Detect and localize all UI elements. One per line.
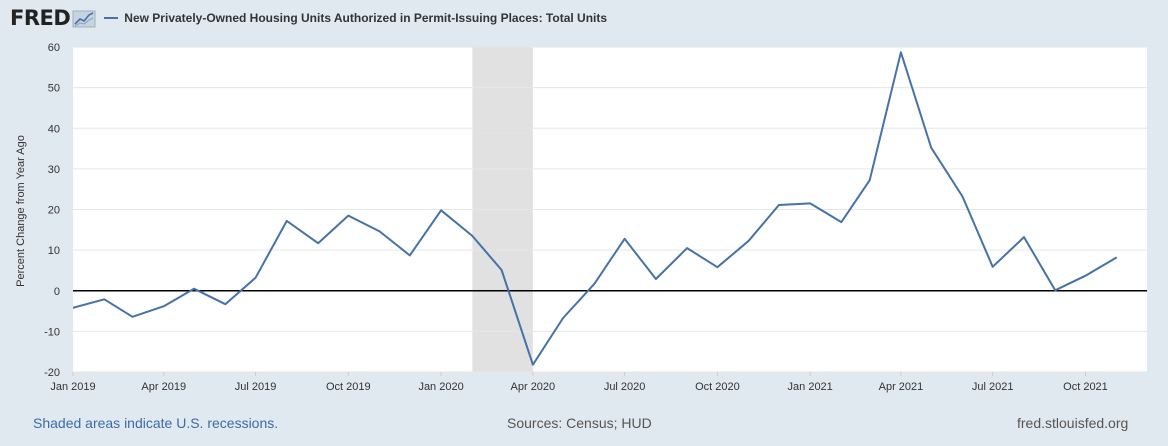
x-tick-label: Oct 2021 [1063, 381, 1108, 393]
data-point[interactable] [653, 276, 659, 282]
data-point[interactable] [591, 281, 597, 287]
data-point[interactable] [1114, 254, 1120, 260]
data-point[interactable] [867, 177, 873, 183]
data-point[interactable] [191, 286, 197, 292]
data-point[interactable] [161, 303, 167, 309]
data-point[interactable] [253, 275, 259, 281]
x-tick-label: Jan 2021 [788, 381, 833, 393]
y-tick-label: 30 [48, 164, 60, 176]
x-tick-label: Oct 2019 [326, 381, 371, 393]
x-tick-label: Apr 2021 [879, 381, 924, 393]
data-point[interactable] [469, 233, 475, 239]
x-tick-label: Oct 2020 [695, 381, 740, 393]
data-point[interactable] [315, 240, 321, 246]
y-axis-label: Percent Change from Year Ago [15, 135, 27, 287]
data-point[interactable] [714, 264, 720, 270]
data-point[interactable] [1082, 273, 1088, 279]
x-tick-label: Jul 2020 [604, 381, 646, 393]
data-point[interactable] [622, 236, 628, 242]
recession-note-link[interactable]: Shaded areas indicate U.S. recessions. [33, 415, 279, 431]
data-point[interactable] [70, 305, 76, 311]
data-point[interactable] [928, 145, 934, 151]
fred-logo-chart-icon [72, 10, 96, 28]
data-point[interactable] [530, 362, 536, 368]
x-tick-label: Jul 2019 [235, 381, 277, 393]
data-point[interactable] [101, 296, 107, 302]
data-point[interactable] [990, 264, 996, 270]
data-point[interactable] [377, 228, 383, 234]
data-point[interactable] [959, 194, 965, 200]
line-chart: -20 -10 0 10 20 30 40 50 60 Jan 2019 Apr 2019 Jul … [15, 42, 1147, 393]
data-point[interactable] [684, 245, 690, 251]
data-point[interactable] [838, 219, 844, 225]
data-point[interactable] [407, 252, 413, 258]
y-tick-label: 40 [48, 123, 60, 135]
y-tick-label: 0 [54, 286, 60, 298]
x-tick-label: Apr 2019 [141, 381, 186, 393]
y-tick-label: 60 [48, 42, 60, 54]
y-tick-label: 50 [48, 83, 60, 95]
x-tick-label: Jan 2020 [418, 381, 463, 393]
series-line[interactable] [42, 51, 1118, 366]
data-point[interactable] [1021, 234, 1027, 240]
sources-text: Sources: Census; HUD [507, 415, 652, 431]
data-point[interactable] [345, 213, 351, 219]
chart-header: FRED New Privately-Owned Housing Units A… [10, 6, 607, 30]
y-tick-label: 10 [48, 245, 60, 257]
y-tick-label: -10 [44, 326, 60, 338]
fred-logo[interactable]: FRED [10, 6, 71, 30]
data-point[interactable] [898, 49, 904, 55]
data-point[interactable] [129, 314, 135, 320]
data-point[interactable] [560, 315, 566, 321]
data-point[interactable] [222, 301, 228, 307]
x-tick-label: Apr 2020 [511, 381, 556, 393]
y-tick-label: -20 [44, 367, 60, 379]
data-point[interactable] [807, 200, 813, 206]
x-tick-label: Jan 2019 [50, 381, 95, 393]
y-tick-label: 20 [48, 205, 60, 217]
legend-series-title[interactable]: New Privately-Owned Housing Units Author… [124, 11, 608, 25]
data-point[interactable] [284, 218, 290, 224]
data-point[interactable] [776, 202, 782, 208]
legend-line-icon [104, 17, 119, 19]
x-tick-label: Jul 2021 [972, 381, 1014, 393]
data-point[interactable] [438, 207, 444, 213]
data-point[interactable] [499, 267, 505, 273]
site-link[interactable]: fred.stlouisfed.org [1017, 415, 1129, 431]
data-point[interactable] [746, 238, 752, 244]
data-point[interactable] [1052, 287, 1058, 293]
